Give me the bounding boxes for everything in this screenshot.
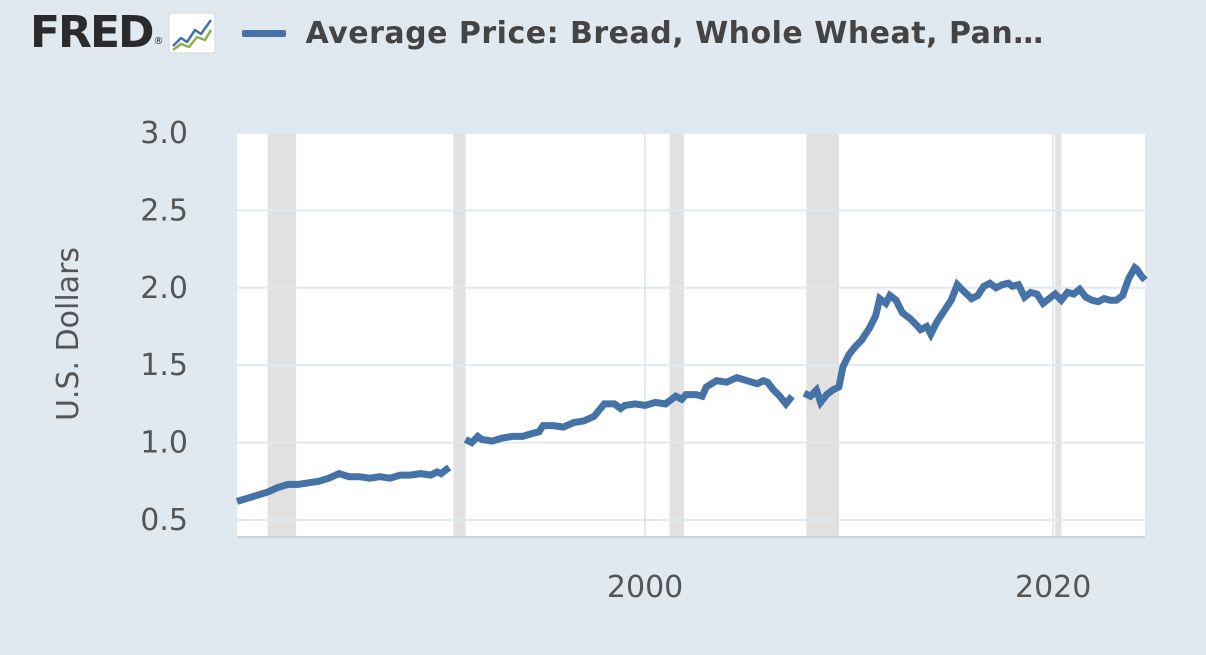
fred-logo[interactable]: FRED ® — [30, 11, 216, 55]
x-tick-label: 2000 — [607, 570, 683, 605]
series-line[interactable] — [463, 373, 795, 447]
y-axis-title: U.S. Dollars — [51, 247, 86, 421]
recession-band — [453, 133, 466, 537]
y-tick-labels: 0.5 1.0 1.5 2.0 2.5 3.0 — [140, 116, 188, 538]
line-chart-icon — [168, 12, 216, 54]
series-line[interactable] — [802, 262, 1148, 410]
y-tick-label: 1.0 — [140, 426, 188, 461]
x-tick-labels: 2000 2020 — [607, 570, 1091, 605]
recession-bands — [267, 133, 1062, 537]
series-line[interactable] — [235, 464, 452, 505]
y-tick-label: 2.5 — [140, 193, 188, 228]
chart-header: FRED ® Average Price: Bread, Whole Wheat… — [30, 8, 1044, 58]
series-lines — [235, 262, 1148, 505]
fred-logo-text: FRED — [30, 7, 155, 58]
plot-background — [237, 133, 1145, 537]
x-tick-label: 2020 — [1015, 570, 1091, 605]
legend-swatch — [241, 29, 286, 37]
y-tick-label: 1.5 — [140, 348, 188, 383]
gridlines — [237, 132, 1145, 537]
registered-mark: ® — [153, 36, 164, 47]
recession-band — [806, 133, 839, 537]
legend-label[interactable]: Average Price: Bread, Whole Wheat, Pan… — [305, 15, 1044, 51]
recession-band — [267, 133, 297, 537]
recession-band — [669, 133, 684, 537]
y-tick-label: 0.5 — [140, 503, 188, 538]
y-tick-label: 2.0 — [140, 271, 188, 306]
recession-band — [1055, 133, 1062, 537]
y-tick-label: 3.0 — [140, 116, 188, 151]
